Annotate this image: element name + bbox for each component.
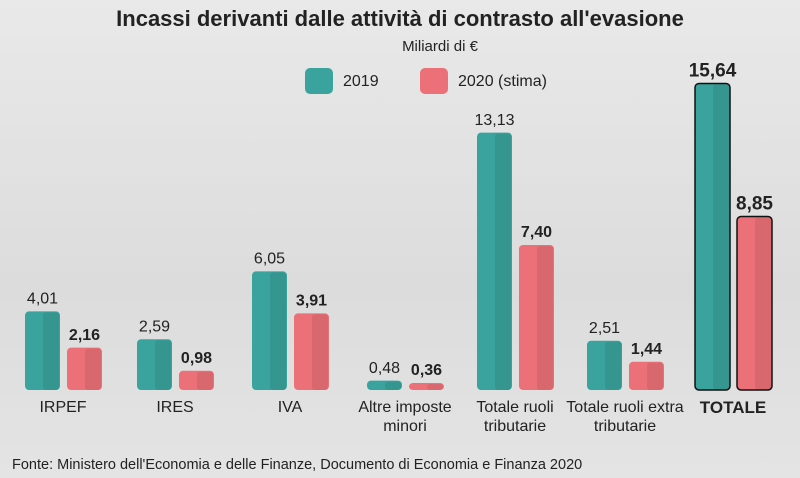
bar-shade [427, 383, 443, 390]
bar [252, 271, 287, 390]
legend-swatch [420, 68, 448, 94]
bar [137, 339, 172, 390]
bar [519, 244, 554, 390]
bar-shade [85, 348, 101, 390]
bar-shade [605, 341, 621, 390]
data-label: 8,85 [736, 194, 773, 215]
bar [367, 380, 402, 390]
bar-shade [197, 371, 213, 390]
data-label: 0,48 [369, 360, 400, 377]
bar-shade [495, 133, 511, 391]
data-label: 15,64 [689, 60, 737, 81]
x-tick-label: TOTALE [699, 398, 767, 417]
chart-subtitle: Miliardi di € [402, 38, 479, 55]
bar-shade [385, 381, 401, 390]
bar-shade [270, 272, 286, 390]
bar-shade [312, 314, 328, 390]
data-label: 1,44 [631, 341, 662, 358]
bar [179, 370, 214, 390]
bar-shade [537, 245, 553, 390]
data-label: 7,40 [521, 224, 552, 241]
bar [25, 311, 60, 390]
chart-title: Incassi derivanti dalle attività di cont… [116, 6, 684, 31]
bar [409, 382, 444, 390]
legend-label: 2019 [343, 73, 379, 90]
x-tick-label: Totale ruoli extra tributarie [566, 399, 684, 435]
x-tick-label: Totale ruoli tributarie [476, 399, 554, 435]
x-tick-label: IVA [277, 399, 303, 416]
bar [294, 313, 329, 390]
bar [477, 132, 512, 391]
bar-shade [155, 340, 171, 390]
data-label: 0,36 [411, 362, 442, 379]
data-label: 13,13 [474, 112, 514, 129]
data-label: 2,16 [69, 327, 100, 344]
bar-shade [647, 362, 663, 390]
bar-shade [43, 312, 59, 390]
bar-shade [755, 217, 771, 390]
data-label: 6,05 [254, 251, 285, 268]
bar [587, 340, 622, 390]
legend-swatch [305, 68, 333, 94]
legend-label: 2020 (stima) [458, 73, 547, 90]
bar [67, 347, 102, 390]
bar [736, 215, 773, 391]
bar [629, 361, 664, 390]
bar [694, 82, 731, 391]
data-label: 2,59 [139, 318, 170, 335]
bar-shade [713, 84, 729, 391]
source: Fonte: Ministero dell'Economia e delle F… [12, 457, 582, 473]
data-label: 0,98 [181, 350, 212, 367]
data-label: 3,91 [296, 293, 327, 310]
x-tick-label: Altre imposte minori [358, 399, 452, 435]
data-label: 2,51 [589, 320, 620, 337]
x-tick-label: IRES [156, 399, 194, 416]
data-label: 4,01 [27, 291, 58, 308]
x-tick-label: IRPEF [39, 399, 87, 416]
